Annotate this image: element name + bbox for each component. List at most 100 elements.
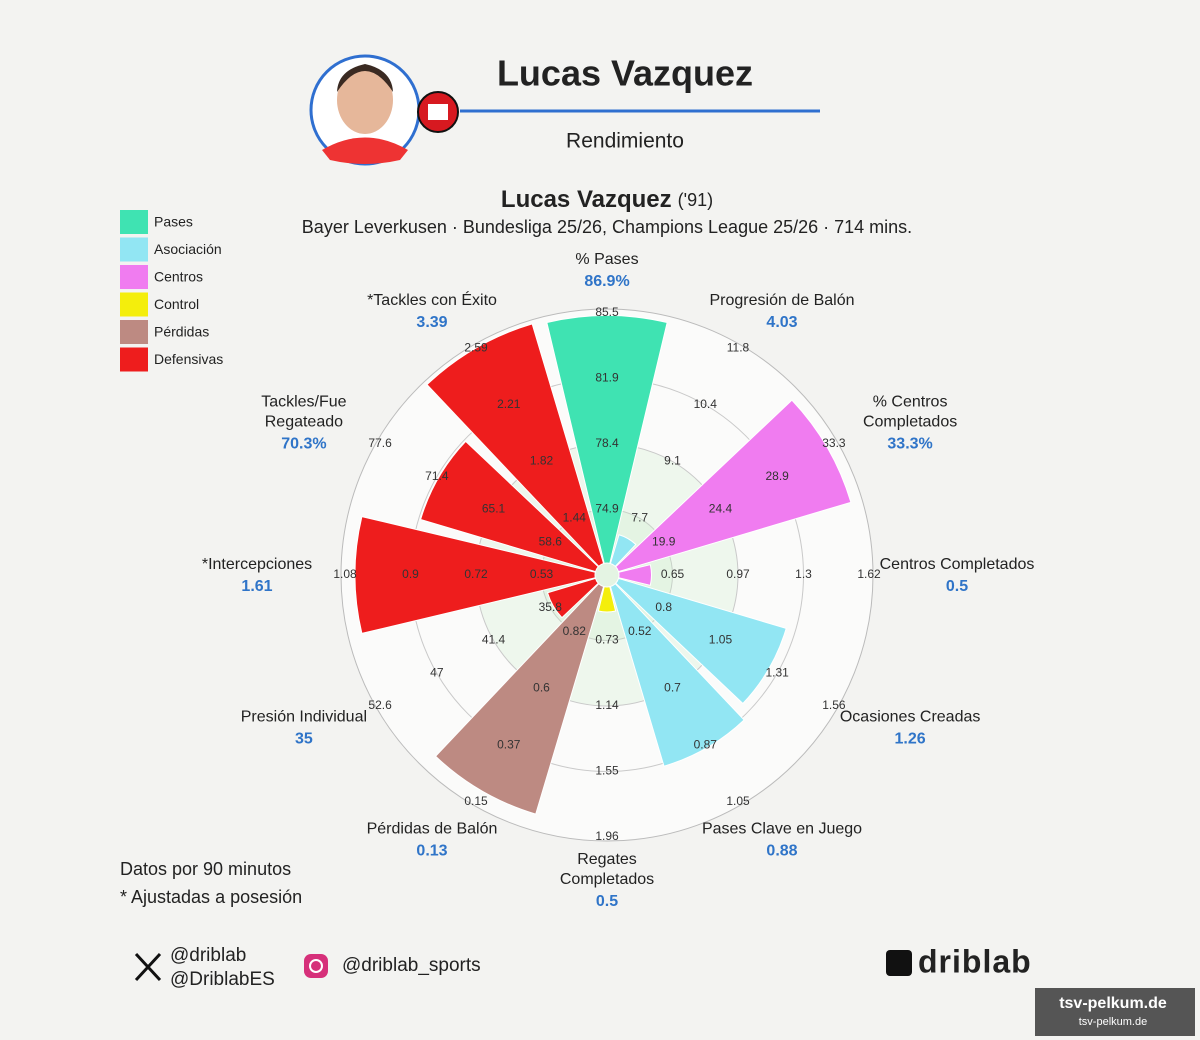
slice-value: 1.61 [241,578,272,595]
slice-label: Pérdidas de Balón [367,820,498,837]
slice-value: 3.39 [416,314,447,331]
legend-swatch [120,292,148,317]
legend-swatch [120,237,148,262]
note: Datos por 90 minutos [120,859,291,879]
legend-swatch [120,265,148,289]
slice-value: 0.88 [766,842,797,859]
watermark: tsv-pelkum.de [1079,1016,1147,1028]
legend-label: Centros [154,269,203,285]
ring-label: 33.3 [822,436,846,450]
ring-label: 24.4 [709,502,733,516]
face [337,66,393,134]
slice [354,515,596,635]
legend-swatch [120,210,148,234]
legend-label: Pérdidas [154,324,209,340]
slice-label: *Intercepciones [202,556,312,573]
slice [546,315,668,564]
ring-label: 0.8 [655,600,672,614]
ring-label: 0.15 [464,794,488,808]
ring-label: 1.05 [726,794,750,808]
slice-label: Tackles/Fue [261,394,346,411]
legend-label: Defensivas [154,351,223,367]
chart-subtitle: Bayer Leverkusen · Bundesliga 25/26, Cha… [302,217,912,237]
ring-label: 35.8 [539,600,563,614]
slice [618,564,652,586]
ring-label: 1.55 [595,764,619,778]
chart-title: Lucas Vazquez ('91) [501,186,713,213]
ring-label: 0.9 [402,567,419,581]
slice [597,586,617,613]
header-subtitle: Rendimiento [566,130,684,153]
ring-label: 78.4 [595,436,619,450]
ring-label: 0.82 [563,624,587,638]
instagram-icon [304,954,328,978]
slice-value: 0.5 [596,893,618,910]
club-badge-inner [428,104,448,120]
note: * Ajustadas a posesión [120,887,302,907]
slice-label: *Tackles con Éxito [367,290,497,309]
slice-label: Ocasiones Creadas [840,709,981,726]
ring-label: 81.9 [595,371,619,385]
slice [419,440,599,573]
slice [609,534,637,567]
ring-label: 65.1 [482,502,506,516]
legend-label: Pases [154,214,193,230]
social-handle: @driblab_sports [342,955,481,976]
ring-label: 0.53 [530,567,554,581]
legend-label: Asociación [154,241,222,257]
slice-label: Pases Clave en Juego [702,820,862,837]
slice-label: Progresión de Balón [710,292,855,309]
ring-label: 1.14 [595,698,619,712]
slice-value: 35 [295,731,313,748]
ring-label: 1.82 [530,454,554,468]
legend-swatch [120,347,148,372]
slice-label: Presión Individual [241,709,367,726]
slice-label: % Centros [873,394,948,411]
x-icon [134,952,162,982]
slice-value: 86.9% [584,273,629,290]
ring-label: 1.44 [563,510,587,524]
ring-label: 71.4 [425,469,449,483]
ring-label: 10.4 [694,397,718,411]
ring-label: 47 [430,665,444,679]
legend-label: Control [154,296,199,312]
brand: driblab [918,943,1032,979]
pizza-chart: Pases Asociación Centros Control Pérdidas Def… [120,210,1034,910]
social-handle: @driblab [170,945,246,966]
slice [426,323,605,567]
ring-label: 58.6 [539,534,563,548]
ring-label: 0.87 [694,737,718,751]
slice-label: Completados [560,871,654,888]
ring-label: 1.3 [795,567,812,581]
ring-label: 1.05 [709,633,733,647]
ring-label: 0.7 [664,681,681,695]
ring-label: 11.8 [727,340,750,354]
legend-swatch [120,320,148,344]
ring-label: 9.1 [664,454,681,468]
slice-value: 1.26 [895,731,926,748]
ring-label: 52.6 [368,698,392,712]
watermark: tsv-pelkum.de [1059,995,1167,1012]
slice-value: 0.13 [416,842,447,859]
ring-label: 0.52 [628,624,652,638]
slice-label: Regates [577,851,637,868]
hair [337,64,393,92]
slice-value: 70.3% [281,436,326,453]
slice [615,399,852,573]
ring-label: 7.7 [631,510,648,524]
ring-label: 77.6 [368,436,392,450]
ring-label: 0.97 [726,567,750,581]
watermark-box [1035,988,1195,1036]
slice-label: Centros Completados [880,556,1035,573]
ring-label: 0.65 [661,567,685,581]
shirt [322,137,408,164]
slice-label: % Pases [575,251,638,268]
ring-label: 1.31 [765,665,789,679]
slice-value: 0.5 [946,578,968,595]
social-handle: @DriblabES [170,969,275,990]
slice-value: 4.03 [766,314,797,331]
ring-label: 41.4 [482,633,506,647]
slice [609,583,745,767]
ring-label: 1.96 [595,829,619,843]
outer-ring [340,308,874,842]
